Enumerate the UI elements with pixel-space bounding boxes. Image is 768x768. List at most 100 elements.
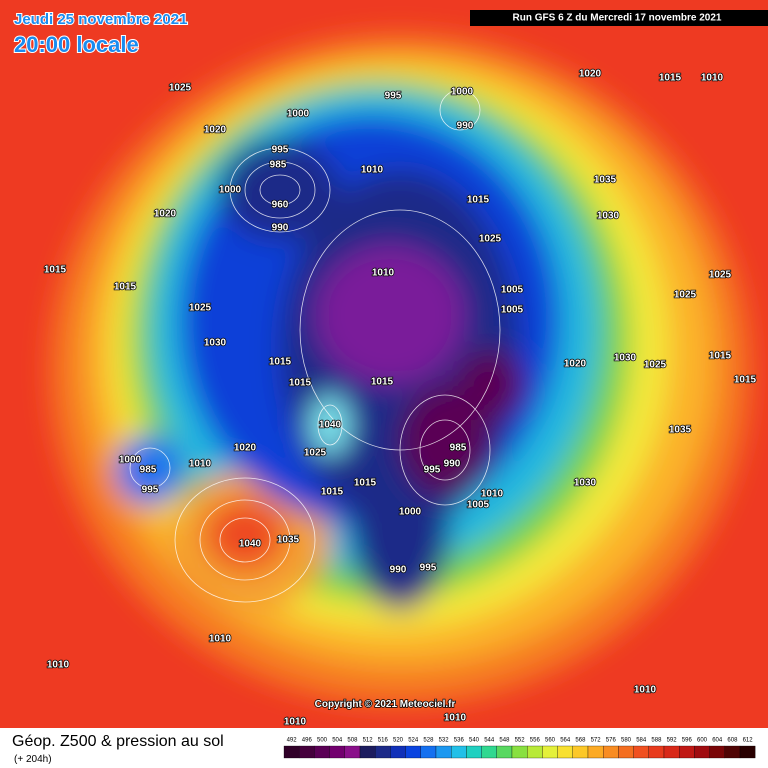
- scale-swatch: [542, 745, 558, 759]
- run-label: Run GFS 6 Z du Mercredi 17 novembre 2021: [513, 13, 722, 24]
- scale-swatch: [648, 745, 665, 759]
- isobar-label: 1025: [304, 448, 327, 459]
- run-banner: [470, 10, 768, 26]
- isobar-label: 1015: [371, 377, 394, 388]
- isobar-label: 1025: [479, 234, 502, 245]
- scale-swatch: [299, 745, 315, 759]
- scale-label: 612: [743, 738, 754, 744]
- scale-label: 540: [469, 738, 480, 744]
- scale-swatch: [390, 745, 406, 759]
- isobar-label: 1015: [44, 265, 67, 276]
- isobar-label: 1010: [209, 634, 232, 645]
- isobar-label: 1020: [234, 443, 257, 454]
- scale-swatch: [618, 745, 634, 759]
- scale-label: 500: [317, 738, 328, 744]
- scale-swatch: [314, 745, 330, 759]
- scale-label: 552: [515, 738, 526, 744]
- isobar-label: 1000: [119, 455, 142, 466]
- scale-label: 564: [560, 738, 571, 744]
- isobar-label: 1035: [277, 535, 300, 546]
- scale-label: 556: [530, 738, 541, 744]
- scale-label: 600: [697, 738, 708, 744]
- isobar-label: 1010: [47, 660, 70, 671]
- isobar-label: 1035: [594, 175, 617, 186]
- scale-swatch: [481, 745, 497, 759]
- scale-swatch: [557, 745, 573, 759]
- scale-swatch: [511, 745, 528, 759]
- isobar-label: 960: [272, 200, 289, 211]
- isobar-label: 990: [390, 565, 407, 576]
- isobar-label: 1005: [501, 305, 524, 316]
- footer-title: Géop. Z500 & pression au sol: [12, 733, 224, 750]
- isobar-label: 1025: [189, 303, 212, 314]
- scale-label: 580: [621, 738, 632, 744]
- isobar-label: 1010: [481, 489, 504, 500]
- scale-swatch: [283, 745, 300, 759]
- scale-swatch: [527, 745, 543, 759]
- isobar-label: 1015: [289, 378, 312, 389]
- isobar-label: 1020: [564, 359, 587, 370]
- scale-swatch: [496, 745, 513, 759]
- isobar-label: 1040: [319, 420, 342, 431]
- scale-swatch: [709, 745, 725, 759]
- isobar-label: 1015: [321, 487, 344, 498]
- isobar-label: 1015: [269, 357, 292, 368]
- scale-swatch: [435, 745, 452, 759]
- isobar-label: 1015: [114, 282, 137, 293]
- scale-swatch: [329, 745, 345, 759]
- scale-swatch: [587, 745, 604, 759]
- isobar-label: 1030: [574, 478, 597, 489]
- isobar-label: 995: [142, 485, 159, 496]
- isobar-label: 990: [457, 121, 474, 132]
- scale-label: 588: [651, 738, 662, 744]
- isobar-label: 1010: [444, 713, 467, 724]
- isobar-label: 1030: [204, 338, 227, 349]
- isobar-label: 1025: [169, 83, 192, 94]
- scale-swatch: [663, 745, 680, 759]
- scale-label: 516: [378, 738, 389, 744]
- isobar-label: 1005: [501, 285, 524, 296]
- isobar-label: 1010: [372, 268, 395, 279]
- scale-label: 536: [454, 738, 465, 744]
- scale-label: 592: [667, 738, 678, 744]
- copyright: Copyright © 2021 Meteociel.fr: [315, 699, 456, 710]
- isobar-label: 1010: [634, 685, 657, 696]
- scale-label: 560: [545, 738, 556, 744]
- scale-swatch: [724, 745, 741, 759]
- scale-swatch: [344, 745, 361, 759]
- lead-time: (+ 204h): [14, 754, 52, 765]
- forecast-date: Jeudi 25 novembre 2021: [14, 11, 187, 28]
- scale-label: 504: [332, 738, 343, 744]
- isobar-label: 1000: [287, 109, 310, 120]
- scale-label: 512: [363, 738, 374, 744]
- isobar-label: 1000: [219, 185, 242, 196]
- scale-label: 568: [575, 738, 586, 744]
- isobar-label: 985: [140, 465, 157, 476]
- isobar-label: 1020: [579, 69, 602, 80]
- scale-label: 608: [727, 738, 738, 744]
- isobar-label: 1025: [674, 290, 697, 301]
- scale-label: 496: [302, 738, 313, 744]
- isobar-label: 995: [424, 465, 441, 476]
- isobar-label: 1000: [451, 87, 474, 98]
- isobar-label: 1010: [701, 73, 724, 84]
- scale-swatch: [572, 745, 589, 759]
- isobar-label: 1015: [354, 478, 377, 489]
- scale-swatch: [405, 745, 421, 759]
- isobar-label: 990: [272, 223, 289, 234]
- scale-swatch: [451, 745, 467, 759]
- scale-swatch: [694, 745, 710, 759]
- isobar-label: 1020: [154, 209, 177, 220]
- scale-swatch: [375, 745, 391, 759]
- scale-label: 528: [423, 738, 434, 744]
- isobar-label: 1040: [239, 539, 262, 550]
- isobar-label: 985: [450, 443, 467, 454]
- isobar-label: 1010: [189, 459, 212, 470]
- isobar-label: 1010: [361, 165, 384, 176]
- isobar-label: 985: [270, 160, 287, 171]
- scale-swatch: [739, 745, 756, 759]
- isobar-label: 1025: [644, 360, 667, 371]
- isobar-label: 1015: [467, 195, 490, 206]
- scale-swatch: [466, 745, 482, 759]
